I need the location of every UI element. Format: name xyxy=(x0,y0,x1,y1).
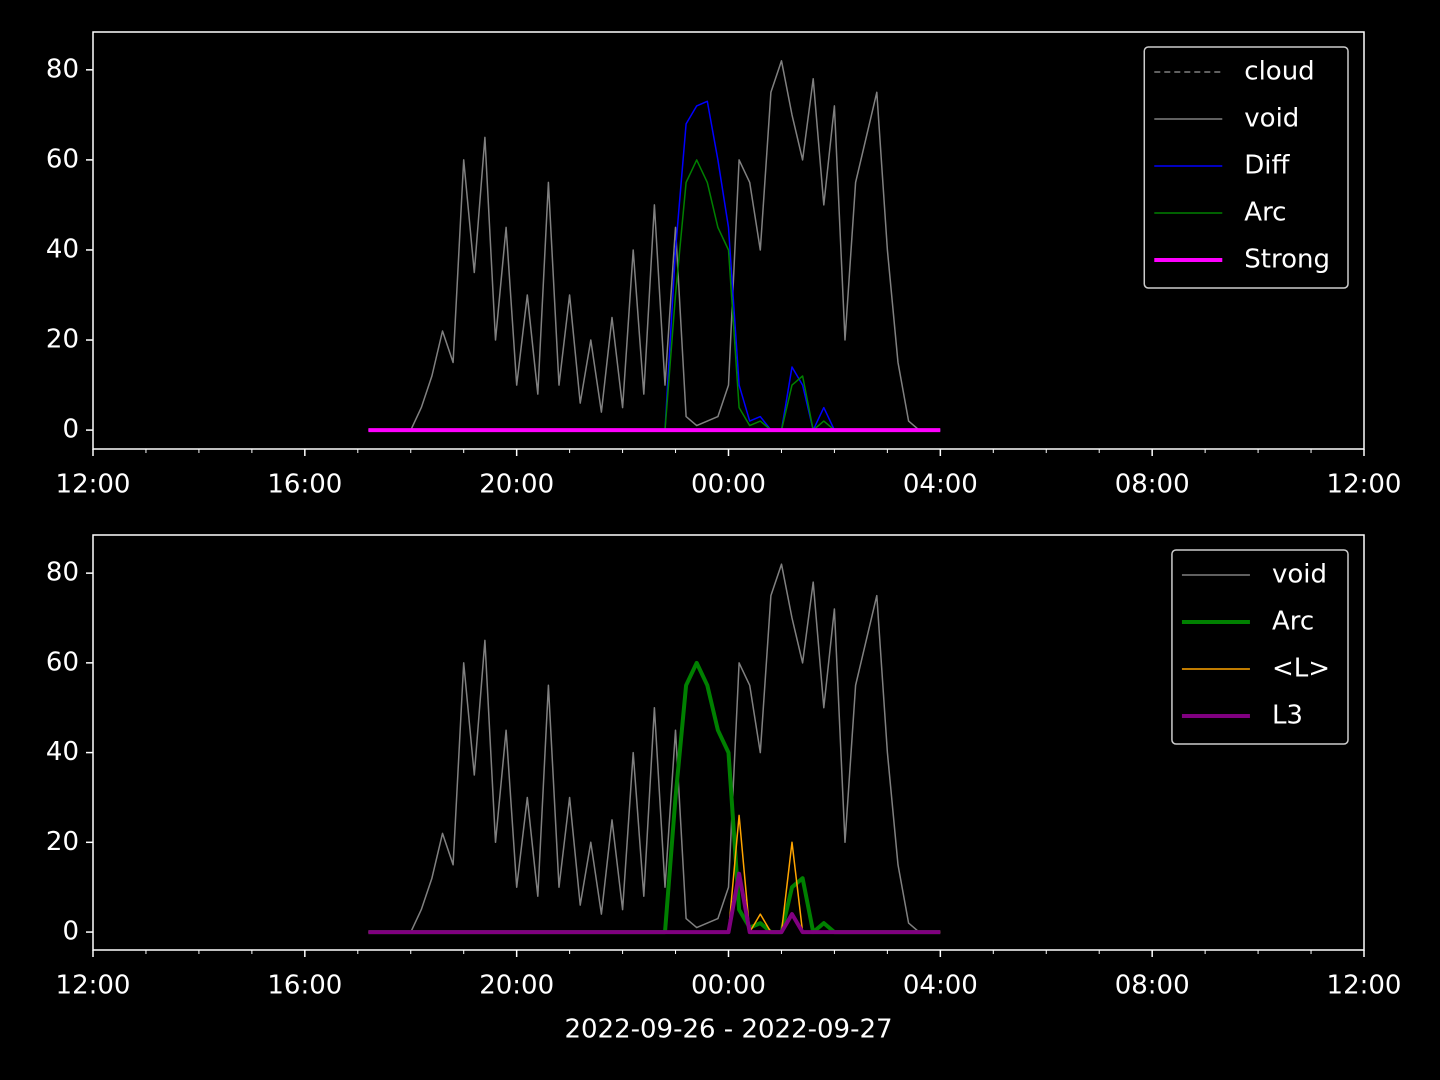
y-tick-label: 20 xyxy=(46,827,79,857)
x-tick-label: 16:00 xyxy=(267,971,342,1001)
x-tick-label: 00:00 xyxy=(691,971,766,1001)
x-tick-label: 12:00 xyxy=(56,470,131,500)
x-axis-label: 2022-09-26 - 2022-09-27 xyxy=(564,1015,892,1045)
y-tick-label: 0 xyxy=(62,415,79,445)
x-tick-label: 20:00 xyxy=(479,470,554,500)
plot-area xyxy=(368,60,941,433)
y-tick-label: 60 xyxy=(46,647,79,677)
legend-label: L3 xyxy=(1272,701,1303,731)
x-tick-label: 04:00 xyxy=(903,971,978,1001)
x-tick-label: 12:00 xyxy=(1327,470,1402,500)
x-tick-label: 08:00 xyxy=(1115,470,1190,500)
legend-label: void xyxy=(1244,104,1299,134)
x-tick-label: 12:00 xyxy=(56,971,131,1001)
y-tick-label: 80 xyxy=(46,558,79,588)
series-line xyxy=(368,563,941,933)
y-tick-label: 0 xyxy=(62,917,79,947)
legend-label: <L> xyxy=(1272,654,1330,684)
y-tick-label: 80 xyxy=(46,54,79,84)
legend-label: void xyxy=(1272,560,1327,590)
subplot: 0 20 40 60 80 12:00 16:00 20:00 00:00 04:00 08:00 1… xyxy=(46,31,1402,500)
x-tick-label: 04:00 xyxy=(903,470,978,500)
x-tick-label: 16:00 xyxy=(267,470,342,500)
y-tick-label: 40 xyxy=(46,737,79,767)
subplot: 0 20 40 60 80 12:00 16:00 20:00 00:00 04:00 08:00 1… xyxy=(46,534,1402,1045)
series-line xyxy=(368,60,941,431)
y-tick-label: 60 xyxy=(46,144,79,174)
series-line xyxy=(368,871,941,935)
legend: cloud void Diff Arc Strong xyxy=(1143,46,1349,289)
legend-label: Strong xyxy=(1244,245,1330,275)
legend-frame xyxy=(1171,549,1349,745)
legend-label: cloud xyxy=(1244,57,1314,87)
legend-label: Arc xyxy=(1244,198,1286,228)
legend-label: Arc xyxy=(1272,607,1314,637)
x-tick-label: 12:00 xyxy=(1327,971,1402,1001)
legend-label: Diff xyxy=(1244,151,1290,181)
plot-area xyxy=(368,563,941,935)
y-tick-label: 40 xyxy=(46,234,79,264)
y-tick-label: 20 xyxy=(46,325,79,355)
legend: void Arc <L> L3 xyxy=(1171,549,1349,745)
x-tick-label: 08:00 xyxy=(1115,971,1190,1001)
x-tick-label: 00:00 xyxy=(691,470,766,500)
x-tick-label: 20:00 xyxy=(479,971,554,1001)
legend-frame xyxy=(1143,46,1349,289)
